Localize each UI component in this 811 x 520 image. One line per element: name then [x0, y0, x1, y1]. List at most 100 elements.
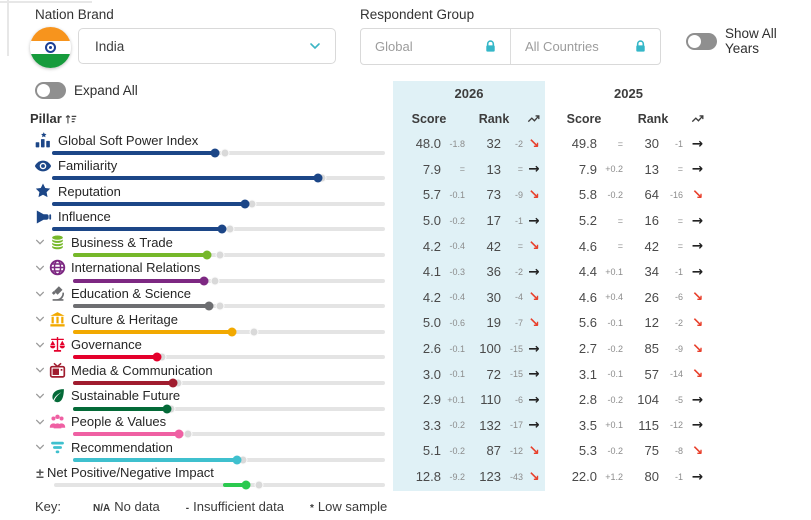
trend-icon-2026: → — [528, 417, 540, 434]
table-row: Governance 2.6 -0.1 100 -15 → 2.7 -0.2 8… — [30, 336, 782, 362]
people-icon — [49, 413, 66, 430]
score-2026: 2.6 — [422, 341, 441, 357]
score-slider[interactable] — [52, 173, 385, 183]
rank-delta-2026: -15 — [509, 369, 523, 380]
respondent-secondary-field[interactable]: All Countries — [510, 29, 660, 64]
score-slider[interactable] — [73, 250, 385, 260]
chevron-down-icon[interactable] — [33, 416, 47, 428]
rank-delta-2026: = — [517, 164, 523, 175]
rank-delta-2026: -12 — [509, 445, 523, 456]
slider-handle[interactable] — [232, 455, 242, 465]
score-slider[interactable] — [73, 404, 385, 414]
chevron-down-icon[interactable] — [33, 262, 47, 274]
slider-fill — [73, 380, 173, 385]
score-slider[interactable] — [54, 480, 385, 490]
score-slider[interactable] — [73, 378, 385, 388]
score-2026: 2.9 — [422, 392, 441, 408]
rank-2025: 104 — [637, 392, 659, 408]
panel-border-top — [0, 1, 92, 3]
score-delta-2025: +0.1 — [605, 266, 623, 277]
score-2026: 3.0 — [422, 366, 441, 382]
trend-icon-2026: → — [528, 340, 540, 357]
chevron-down-icon[interactable] — [33, 441, 47, 453]
slider-handle[interactable] — [199, 276, 209, 286]
pillar-label: Influence — [58, 209, 111, 225]
rank-delta-2025: -9 — [674, 343, 683, 354]
chevron-down-icon[interactable] — [33, 236, 47, 248]
sort-ascending-icon[interactable] — [64, 112, 78, 126]
rank-delta-2025: = — [677, 215, 683, 226]
rank-2026: 36 — [486, 264, 501, 280]
pillar-column-header[interactable]: Pillar — [30, 111, 393, 126]
expand-all-label: Expand All — [74, 83, 138, 98]
show-all-years-toggle[interactable] — [686, 32, 717, 50]
rank-delta-2026: -43 — [509, 471, 523, 482]
slider-handle[interactable] — [240, 199, 250, 209]
slider-fill — [52, 150, 216, 155]
table-row: Media & Communication 3.0 -0.1 72 -15 → … — [30, 361, 782, 388]
slider-handle[interactable] — [202, 250, 212, 260]
score-2025: 5.6 — [578, 315, 597, 331]
table-row: Sustainable Future 2.9 +0.1 110 -6 → 2.8… — [30, 387, 782, 414]
score-delta-2025: +0.1 — [605, 420, 623, 431]
slider-handle[interactable] — [174, 429, 184, 439]
slider-handle[interactable] — [162, 404, 172, 414]
score-slider[interactable] — [73, 352, 385, 362]
score-slider[interactable] — [73, 301, 385, 311]
trend-icon-2025: → — [691, 417, 704, 434]
score-header-2026: Score — [411, 111, 447, 126]
slider-handle[interactable] — [241, 480, 251, 490]
score-2025: 5.3 — [578, 443, 597, 459]
trend-icon-2026: → — [528, 391, 540, 408]
table-row: Recommendation 5.1 -0.2 87 -12 ↘ 5.3 -0.… — [30, 438, 782, 465]
score-delta-2026: -9.2 — [449, 471, 465, 482]
score-2026: 5.0 — [422, 315, 441, 331]
score-slider[interactable] — [52, 224, 385, 234]
score-2025: 4.6 — [578, 238, 597, 254]
slider-handle[interactable] — [152, 352, 162, 362]
score-slider[interactable] — [52, 148, 385, 158]
score-slider[interactable] — [73, 276, 385, 286]
rank-delta-2025: -5 — [674, 394, 683, 405]
slider-handle[interactable] — [217, 224, 227, 234]
slider-handle[interactable] — [313, 173, 323, 183]
pillar-cell: Culture & Heritage — [30, 310, 393, 337]
speech-bars-icon — [49, 439, 66, 456]
respondent-primary-field[interactable]: Global — [361, 29, 510, 64]
chevron-down-icon[interactable] — [33, 390, 47, 402]
chevron-down-icon[interactable] — [33, 313, 47, 325]
slider-handle[interactable] — [204, 301, 214, 311]
slider-fill — [222, 483, 246, 488]
rank-delta-2025: -1 — [674, 471, 683, 482]
score-slider[interactable] — [73, 455, 385, 465]
slider-fill — [73, 432, 180, 437]
score-delta-2026: = — [459, 164, 465, 175]
slider-handle[interactable] — [227, 327, 237, 337]
score-2025: 49.8 — [571, 136, 597, 152]
rank-2026: 30 — [486, 289, 501, 305]
score-slider[interactable] — [73, 327, 385, 337]
slider-ghost-handle — [210, 276, 220, 286]
slider-fill — [52, 176, 319, 181]
trend-icon-2025: → — [691, 212, 704, 229]
score-delta-2026: -0.3 — [449, 266, 465, 277]
pillar-cell: Education & Science — [30, 285, 393, 311]
slider-handle[interactable] — [210, 148, 220, 158]
key-item-token: N/A — [93, 503, 111, 514]
chevron-down-icon[interactable] — [33, 364, 47, 376]
nation-brand-select[interactable]: India — [78, 28, 336, 64]
slider-handle[interactable] — [168, 378, 178, 388]
key-item: N/A No data — [93, 499, 160, 514]
trend-icon-2026: ↘ — [528, 314, 540, 331]
rank-2026: 123 — [479, 469, 501, 485]
score-delta-2025: -0.1 — [607, 369, 623, 380]
megaphone-icon — [33, 208, 53, 226]
score-slider[interactable] — [52, 199, 385, 209]
chevron-down-icon[interactable] — [33, 288, 47, 300]
expand-all-toggle[interactable] — [35, 82, 66, 99]
slider-fill — [73, 457, 237, 462]
star-icon — [33, 182, 53, 200]
key-item-token: * — [309, 503, 314, 514]
chevron-down-icon[interactable] — [33, 339, 47, 351]
score-slider[interactable] — [73, 429, 385, 439]
